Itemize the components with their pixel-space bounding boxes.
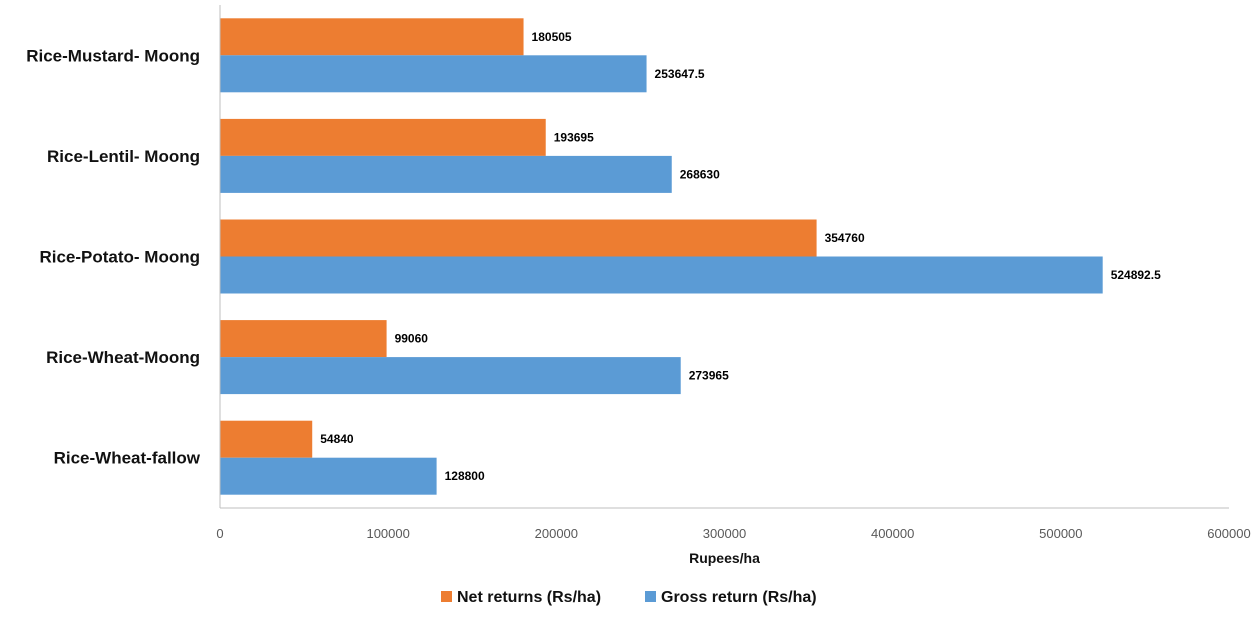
bar-gross-return-rice-wheat-fallow xyxy=(220,457,437,495)
data-label-gross-return-rice-mustard-moong: 253647.5 xyxy=(655,67,705,81)
bar-gross-return-rice-lentil-moong xyxy=(220,155,672,193)
x-tick-label-0: 0 xyxy=(216,526,223,541)
category-label-rice-potato-moong: Rice-Potato- Moong xyxy=(39,248,200,267)
legend-swatch-net-returns xyxy=(441,591,452,602)
x-tick-label-400000: 400000 xyxy=(871,526,914,541)
category-label-rice-mustard-moong: Rice-Mustard- Moong xyxy=(26,46,200,65)
data-label-gross-return-rice-wheat-fallow: 128800 xyxy=(445,469,485,483)
data-labels: 180505 253647.5 193695 268630 354760 524892.5… xyxy=(320,30,1161,483)
bar-gross-return-rice-potato-moong xyxy=(220,256,1103,294)
bars xyxy=(220,18,1103,495)
data-label-gross-return-rice-lentil-moong: 268630 xyxy=(680,167,720,181)
x-tick-label-300000: 300000 xyxy=(703,526,746,541)
data-label-net-returns-rice-mustard-moong: 180505 xyxy=(532,30,572,44)
bar-net-returns-rice-mustard-moong xyxy=(220,18,524,56)
data-label-net-returns-rice-lentil-moong: 193695 xyxy=(554,130,594,144)
bar-gross-return-rice-mustard-moong xyxy=(220,55,647,93)
x-tick-label-100000: 100000 xyxy=(366,526,409,541)
legend-swatch-gross-return xyxy=(645,591,656,602)
data-label-gross-return-rice-potato-moong: 524892.5 xyxy=(1111,268,1161,282)
x-tick-label-200000: 200000 xyxy=(535,526,578,541)
category-label-rice-wheat-moong: Rice-Wheat-Moong xyxy=(46,348,200,367)
legend: Net returns (Rs/ha) Gross return (Rs/ha) xyxy=(441,589,817,606)
data-label-net-returns-rice-wheat-moong: 99060 xyxy=(395,332,429,346)
category-label-rice-lentil-moong: Rice-Lentil- Moong xyxy=(47,147,200,166)
data-label-net-returns-rice-potato-moong: 354760 xyxy=(825,231,865,245)
legend-label-gross-return: Gross return (Rs/ha) xyxy=(661,589,817,606)
x-axis-title: Rupees/ha xyxy=(689,550,760,566)
bar-net-returns-rice-wheat-moong xyxy=(220,320,387,358)
x-tick-label-600000: 600000 xyxy=(1207,526,1250,541)
legend-label-net-returns: Net returns (Rs/ha) xyxy=(457,589,601,606)
x-tick-label-500000: 500000 xyxy=(1039,526,1082,541)
category-labels: Rice-Mustard- Moong Rice-Lentil- Moong Ric… xyxy=(26,46,201,467)
data-label-gross-return-rice-wheat-moong: 273965 xyxy=(689,369,729,383)
bar-net-returns-rice-wheat-fallow xyxy=(220,420,313,458)
category-label-rice-wheat-fallow: Rice-Wheat-fallow xyxy=(54,449,201,468)
bar-net-returns-rice-lentil-moong xyxy=(220,118,546,156)
x-tick-labels: 0 100000 200000 300000 400000 500000 600000 xyxy=(216,526,1250,541)
bar-net-returns-rice-potato-moong xyxy=(220,219,817,257)
data-label-net-returns-rice-wheat-fallow: 54840 xyxy=(320,432,354,446)
bar-gross-return-rice-wheat-moong xyxy=(220,357,681,395)
